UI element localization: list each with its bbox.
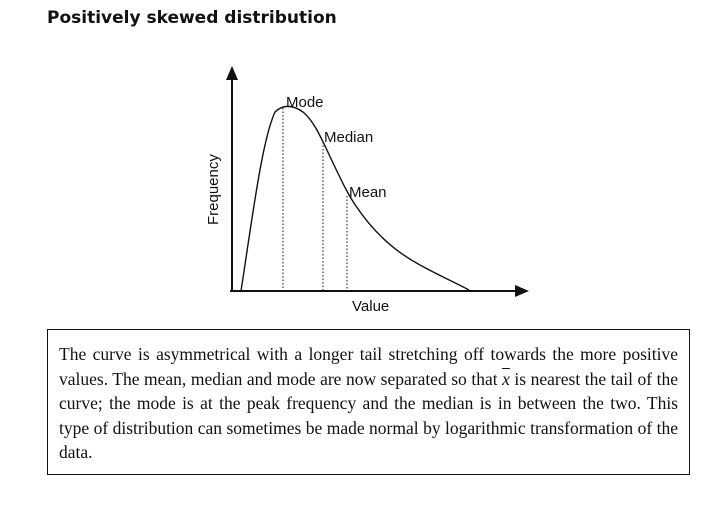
figure-title: Positively skewed distribution [47,8,337,28]
y-axis-label: Frequency [205,154,222,225]
median-label: Median [324,129,373,146]
mean-label: Mean [349,184,387,201]
y-axis-arrowhead [226,66,238,80]
caption-text-part1: The curve is asymmetrical with a longer … [59,344,678,389]
caption-text-part2: is nearest the tail of the curve; the mo… [59,368,678,463]
x-axis-arrowhead [515,285,529,297]
skewed-distribution-diagram: Mode Median Mean Value Frequency [205,66,529,315]
x-axis-label: Value [352,298,389,315]
mean-symbol: x [502,368,510,389]
mode-label: Mode [286,94,324,111]
distribution-curve [240,105,470,292]
caption-box: The curve is asymmetrical with a longer … [47,329,690,475]
